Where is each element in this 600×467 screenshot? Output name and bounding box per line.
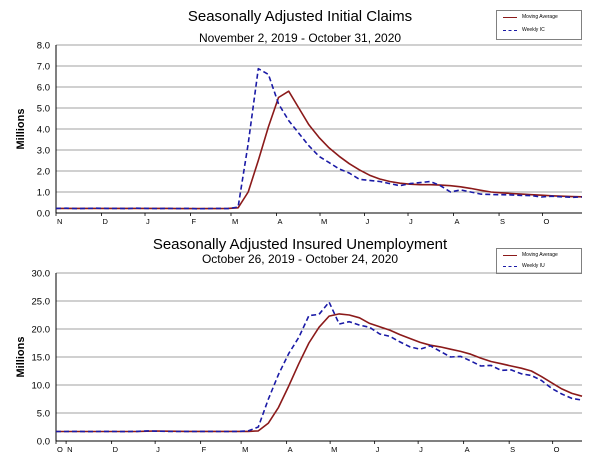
chart1-title: Seasonally Adjusted Initial Claims bbox=[187, 8, 413, 25]
chart2-xtick-label: O bbox=[57, 445, 63, 454]
chart2-plot: 0.05.010.015.020.025.030.0O N D J F M A M J J A S OM… bbox=[15, 269, 583, 454]
chart1-series-moving-average-line bbox=[56, 90, 583, 210]
chart1-subtitle: November 2, 2019 - October 31, 2020 bbox=[198, 31, 402, 45]
chart1-xtick-label: J bbox=[409, 217, 413, 226]
legend1-item-moving-average: Moving Average bbox=[497, 14, 558, 20]
chart2-xtick-label: N bbox=[67, 445, 72, 454]
chart1-xtick-label: N bbox=[57, 217, 62, 226]
chart2-xtick-label: J bbox=[376, 445, 380, 454]
chart2-ytick-label: 10.0 bbox=[32, 381, 51, 392]
chart2-y-axis-label: Millions bbox=[15, 337, 27, 378]
chart2-xtick-label: F bbox=[202, 445, 207, 454]
chart2-series-moving-average-line bbox=[56, 313, 583, 433]
legend1-label-weekly: Weekly IC bbox=[522, 27, 545, 33]
chart1-series-weekly-line bbox=[55, 67, 583, 210]
chart2-ytick-label: 25.0 bbox=[32, 297, 51, 308]
chart1-y-axis-label: Millions bbox=[15, 109, 27, 150]
legend1-item-weekly: Weekly IC bbox=[497, 27, 545, 33]
chart2-xtick-label: M bbox=[242, 445, 248, 454]
chart1-legend: Moving Average Weekly IC bbox=[496, 10, 582, 40]
chart1-ytick-label: 3.0 bbox=[37, 146, 50, 157]
chart2-ytick-label: 0.0 bbox=[37, 437, 50, 448]
chart1-ytick-label: 6.0 bbox=[37, 83, 50, 94]
chart2-title: Seasonally Adjusted Insured Unemployment bbox=[152, 236, 448, 253]
chart2-xtick-label: S bbox=[510, 445, 515, 454]
chart2-subtitle: October 26, 2019 - October 24, 2020 bbox=[201, 252, 399, 266]
legend1-label-moving-average: Moving Average bbox=[522, 14, 558, 20]
legend2-item-moving-average: Moving Average bbox=[497, 252, 558, 258]
chart1-xtick-label: A bbox=[455, 217, 460, 226]
chart1-ytick-label: 4.0 bbox=[37, 125, 50, 136]
legend2-label-moving-average: Moving Average bbox=[522, 252, 558, 258]
chart2-xtick-label: O bbox=[554, 445, 560, 454]
chart2-ytick-label: 15.0 bbox=[32, 353, 51, 364]
chart1-xtick-label: A bbox=[278, 217, 283, 226]
chart1-ytick-label: 0.0 bbox=[37, 209, 50, 220]
chart1-ytick-label: 2.0 bbox=[37, 167, 50, 178]
legend2-swatch-moving-average bbox=[503, 254, 517, 256]
chart1-xtick-label: D bbox=[103, 217, 109, 226]
chart2-series-weekly-line bbox=[56, 301, 583, 433]
chart2-xtick-label: J bbox=[419, 445, 423, 454]
legend2-item-weekly: Weekly IU bbox=[497, 263, 545, 269]
chart1-ytick-label: 7.0 bbox=[37, 62, 50, 73]
chart2-ytick-label: 5.0 bbox=[37, 409, 50, 420]
legend2-label-weekly: Weekly IU bbox=[522, 263, 545, 269]
legend1-swatch-weekly bbox=[503, 29, 517, 31]
chart1-xtick-label: M bbox=[321, 217, 327, 226]
chart1-xtick-label: S bbox=[500, 217, 505, 226]
chart2-ytick-label: 30.0 bbox=[32, 269, 51, 280]
chart2-legend: Moving Average Weekly IU bbox=[496, 248, 582, 274]
chart1-ytick-label: 5.0 bbox=[37, 104, 50, 115]
chart2-xtick-label: A bbox=[465, 445, 470, 454]
chart2-ytick-label: 20.0 bbox=[32, 325, 51, 336]
chart1-ytick-label: 1.0 bbox=[37, 188, 50, 199]
chart2-xtick-label: D bbox=[113, 445, 119, 454]
chart2-xtick-label: M bbox=[331, 445, 337, 454]
legend2-swatch-weekly bbox=[503, 265, 517, 267]
chart2-xtick-label: J bbox=[156, 445, 160, 454]
chart1-xtick-label: O bbox=[544, 217, 550, 226]
chart2-xtick-label: A bbox=[288, 445, 293, 454]
chart1-xtick-label: J bbox=[146, 217, 150, 226]
chart1-xtick-label: F bbox=[192, 217, 197, 226]
chart1-xtick-label: M bbox=[232, 217, 238, 226]
chart1-plot: 0.0 1.0 2.0 3.0 4.0 5.0 6.0 7.0 8.0 N D J F M A M J J A S O M… bbox=[15, 41, 583, 226]
legend1-swatch-moving-average bbox=[503, 16, 517, 18]
chart1-ytick-label: 8.0 bbox=[37, 41, 50, 52]
chart1-xtick-label: J bbox=[366, 217, 370, 226]
